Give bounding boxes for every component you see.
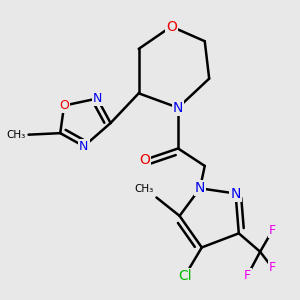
Text: CH₃: CH₃ xyxy=(134,184,154,194)
Text: N: N xyxy=(173,101,183,115)
Text: F: F xyxy=(269,262,276,275)
Text: F: F xyxy=(269,224,276,237)
Text: O: O xyxy=(166,20,177,34)
Text: N: N xyxy=(93,92,102,105)
Text: Cl: Cl xyxy=(178,269,191,283)
Text: CH₃: CH₃ xyxy=(6,130,26,140)
Text: N: N xyxy=(195,181,205,195)
Text: O: O xyxy=(139,153,150,167)
Text: O: O xyxy=(59,99,69,112)
Text: N: N xyxy=(230,187,241,200)
Text: F: F xyxy=(244,268,251,281)
Text: N: N xyxy=(79,140,88,153)
